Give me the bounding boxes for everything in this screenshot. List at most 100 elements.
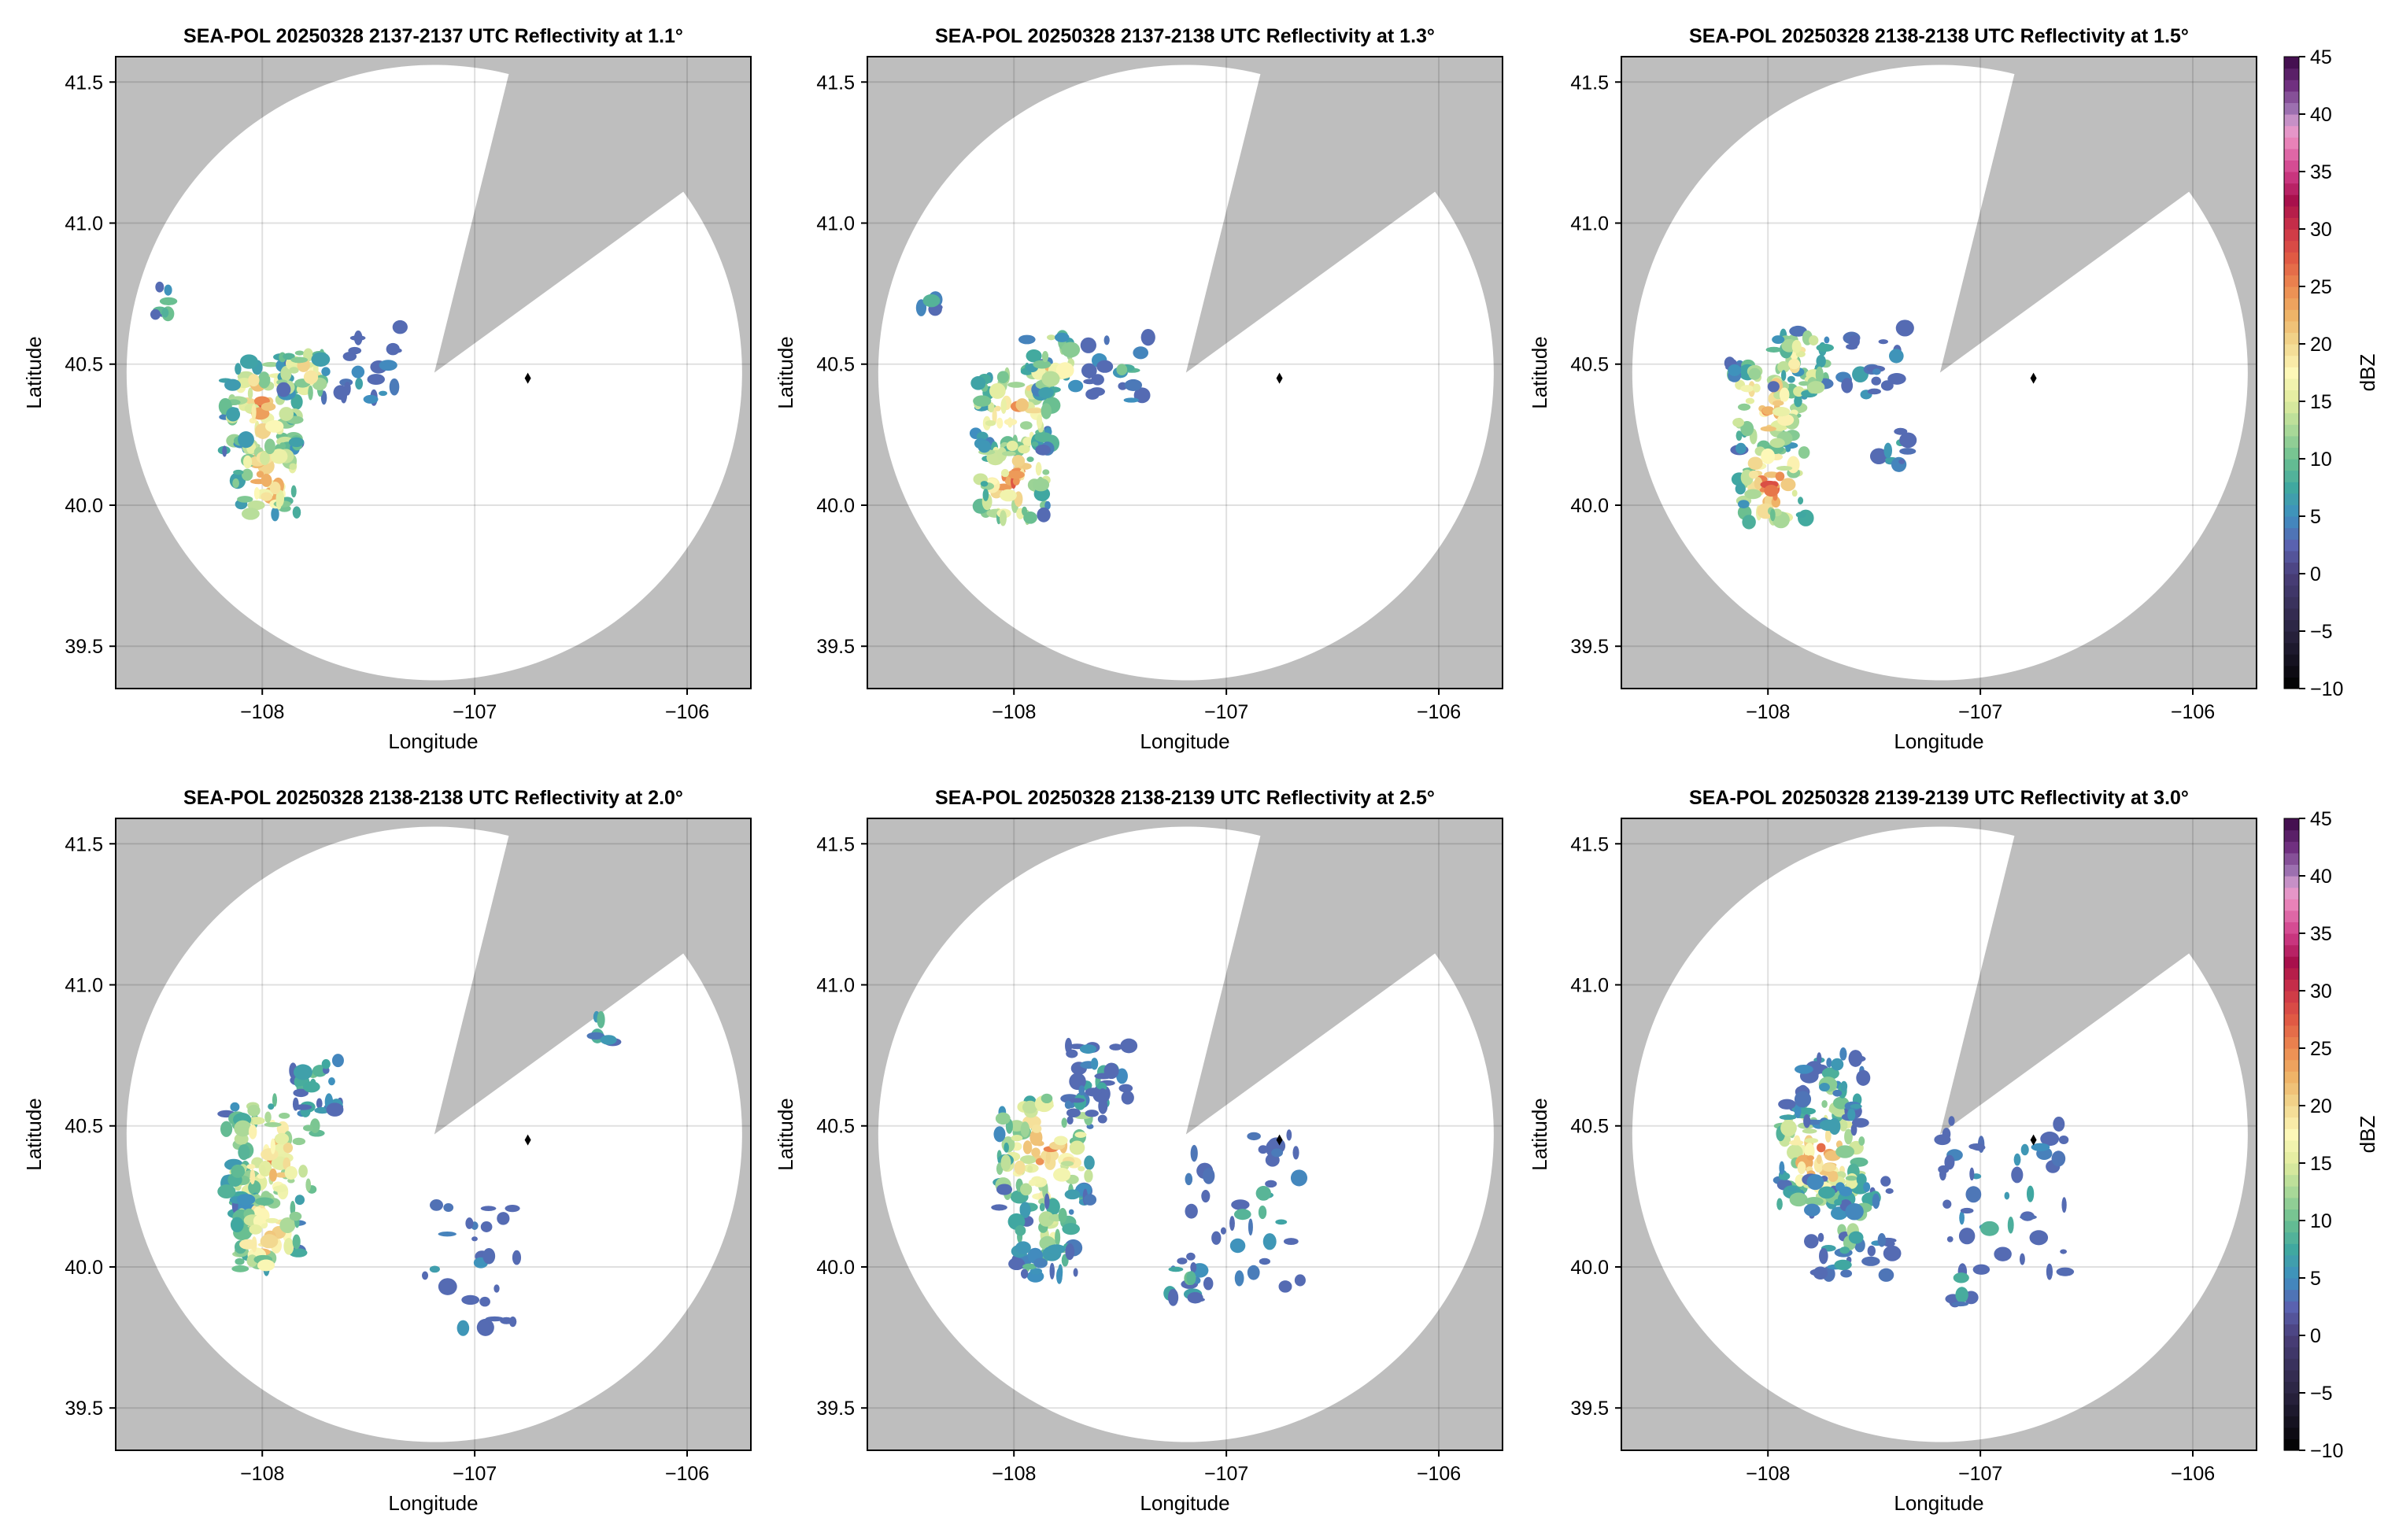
reflectivity-echo bbox=[2019, 1253, 2025, 1265]
reflectivity-echo bbox=[321, 1058, 331, 1069]
reflectivity-echo bbox=[1262, 1233, 1277, 1250]
x-tick-label: −106 bbox=[665, 1463, 709, 1485]
colorbar-tick-label: 5 bbox=[2310, 506, 2321, 528]
reflectivity-echo bbox=[1068, 379, 1084, 393]
reflectivity-echo bbox=[1186, 1252, 1196, 1261]
reflectivity-echo bbox=[289, 1211, 302, 1221]
reflectivity-echo bbox=[1062, 1223, 1081, 1235]
reflectivity-echo bbox=[1123, 397, 1140, 403]
reflectivity-echo bbox=[241, 508, 260, 520]
colorbar-segment bbox=[2284, 1254, 2299, 1267]
reflectivity-echo bbox=[597, 1010, 605, 1029]
reflectivity-echo bbox=[1769, 508, 1776, 522]
reflectivity-echo bbox=[1835, 1145, 1855, 1158]
colorbar-segment bbox=[2284, 1128, 2299, 1141]
panel-title: SEA-POL 20250328 2138-2138 UTC Reflectiv… bbox=[183, 787, 683, 809]
axes-frame bbox=[867, 818, 1503, 1451]
panel-title: SEA-POL 20250328 2138-2138 UTC Reflectiv… bbox=[1689, 25, 2189, 47]
reflectivity-echo bbox=[1807, 381, 1825, 394]
plot-area bbox=[867, 57, 1503, 689]
reflectivity-echo bbox=[1177, 1257, 1188, 1265]
reflectivity-echo bbox=[1167, 1288, 1179, 1306]
x-tick-label: −107 bbox=[1204, 1463, 1248, 1485]
colorbar-segment bbox=[2284, 412, 2299, 425]
reflectivity-echo bbox=[1839, 1047, 1847, 1061]
reflectivity-echo bbox=[1946, 1235, 1954, 1243]
reflectivity-echo bbox=[1234, 1270, 1244, 1287]
reflectivity-echo bbox=[275, 489, 285, 508]
reflectivity-echo bbox=[1839, 1119, 1848, 1132]
colorbar-segment bbox=[2284, 114, 2299, 127]
y-tick-label: 40.0 bbox=[1570, 1257, 1609, 1279]
reflectivity-echo bbox=[1806, 1174, 1824, 1191]
colorbar-segment bbox=[2284, 320, 2299, 333]
reflectivity-echo bbox=[2013, 1153, 2021, 1166]
reflectivity-echo bbox=[253, 486, 260, 500]
colorbar-segment bbox=[2284, 68, 2299, 80]
reflectivity-echo bbox=[1765, 346, 1782, 353]
reflectivity-echo bbox=[1819, 1119, 1837, 1132]
reflectivity-echo bbox=[1951, 1301, 1969, 1307]
reflectivity-echo bbox=[261, 474, 272, 487]
reflectivity-echo bbox=[1728, 364, 1742, 376]
reflectivity-echo bbox=[283, 1142, 294, 1154]
panel-4: SEA-POL 20250328 2138-2138 UTC Reflectiv… bbox=[22, 787, 752, 1515]
colorbar-segment bbox=[2284, 183, 2299, 195]
reflectivity-echo bbox=[248, 1125, 257, 1139]
y-tick-label: 40.0 bbox=[65, 495, 103, 517]
reflectivity-echo bbox=[265, 1217, 279, 1224]
reflectivity-echo bbox=[159, 297, 178, 305]
panel-3: SEA-POL 20250328 2138-2138 UTC Reflectiv… bbox=[1528, 25, 2257, 753]
reflectivity-echo bbox=[505, 1205, 520, 1213]
reflectivity-echo bbox=[1022, 1140, 1033, 1154]
y-tick-label: 40.5 bbox=[1570, 354, 1609, 376]
colorbar-segment bbox=[2284, 1059, 2299, 1072]
reflectivity-echo bbox=[1824, 336, 1830, 344]
colorbar-segment bbox=[2284, 1106, 2299, 1118]
reflectivity-echo bbox=[1096, 360, 1114, 373]
reflectivity-echo bbox=[1732, 418, 1745, 427]
reflectivity-echo bbox=[1779, 1114, 1797, 1121]
reflectivity-echo bbox=[1066, 1049, 1078, 1058]
colorbar-segment bbox=[2284, 574, 2299, 586]
reflectivity-echo bbox=[1972, 1264, 1991, 1275]
colorbar-segment bbox=[2284, 899, 2299, 911]
panel-title: SEA-POL 20250328 2137-2137 UTC Reflectiv… bbox=[183, 25, 683, 47]
reflectivity-echo bbox=[287, 1178, 295, 1184]
reflectivity-echo bbox=[231, 1164, 246, 1178]
reflectivity-echo bbox=[1787, 456, 1800, 474]
reflectivity-echo bbox=[1019, 421, 1033, 430]
colorbar-segment bbox=[2284, 447, 2299, 460]
reflectivity-echo bbox=[288, 437, 305, 448]
reflectivity-echo bbox=[1797, 1161, 1806, 1175]
reflectivity-echo bbox=[1061, 1117, 1067, 1128]
reflectivity-echo bbox=[1848, 1050, 1863, 1067]
colorbar-tick-label: 45 bbox=[2310, 808, 2332, 830]
colorbar-segment bbox=[2284, 125, 2299, 138]
reflectivity-echo bbox=[2046, 1263, 2053, 1280]
reflectivity-echo bbox=[1265, 1180, 1277, 1188]
x-axis-label: Longitude bbox=[388, 729, 478, 753]
reflectivity-echo bbox=[233, 469, 244, 475]
reflectivity-echo bbox=[280, 365, 292, 382]
plot-area bbox=[116, 818, 751, 1450]
reflectivity-echo bbox=[1780, 478, 1796, 492]
reflectivity-echo bbox=[1068, 1209, 1074, 1215]
y-tick-label: 40.5 bbox=[816, 354, 855, 376]
reflectivity-echo bbox=[430, 1199, 444, 1211]
reflectivity-echo bbox=[994, 405, 1001, 412]
colorbar-segment bbox=[2284, 841, 2299, 854]
colorbar-segment bbox=[2284, 1174, 2299, 1187]
reflectivity-echo bbox=[1779, 387, 1790, 402]
reflectivity-echo bbox=[1883, 1245, 1902, 1261]
x-tick-label: −106 bbox=[1417, 701, 1461, 723]
reflectivity-echo bbox=[1031, 1147, 1041, 1158]
reflectivity-echo bbox=[1247, 1132, 1261, 1141]
reflectivity-echo bbox=[348, 346, 362, 355]
reflectivity-echo bbox=[1020, 1155, 1037, 1165]
reflectivity-echo bbox=[1037, 507, 1051, 523]
reflectivity-echo bbox=[586, 1032, 605, 1040]
reflectivity-echo bbox=[276, 382, 291, 397]
x-tick-label: −108 bbox=[1746, 701, 1790, 723]
colorbar-segment bbox=[2284, 1289, 2299, 1302]
